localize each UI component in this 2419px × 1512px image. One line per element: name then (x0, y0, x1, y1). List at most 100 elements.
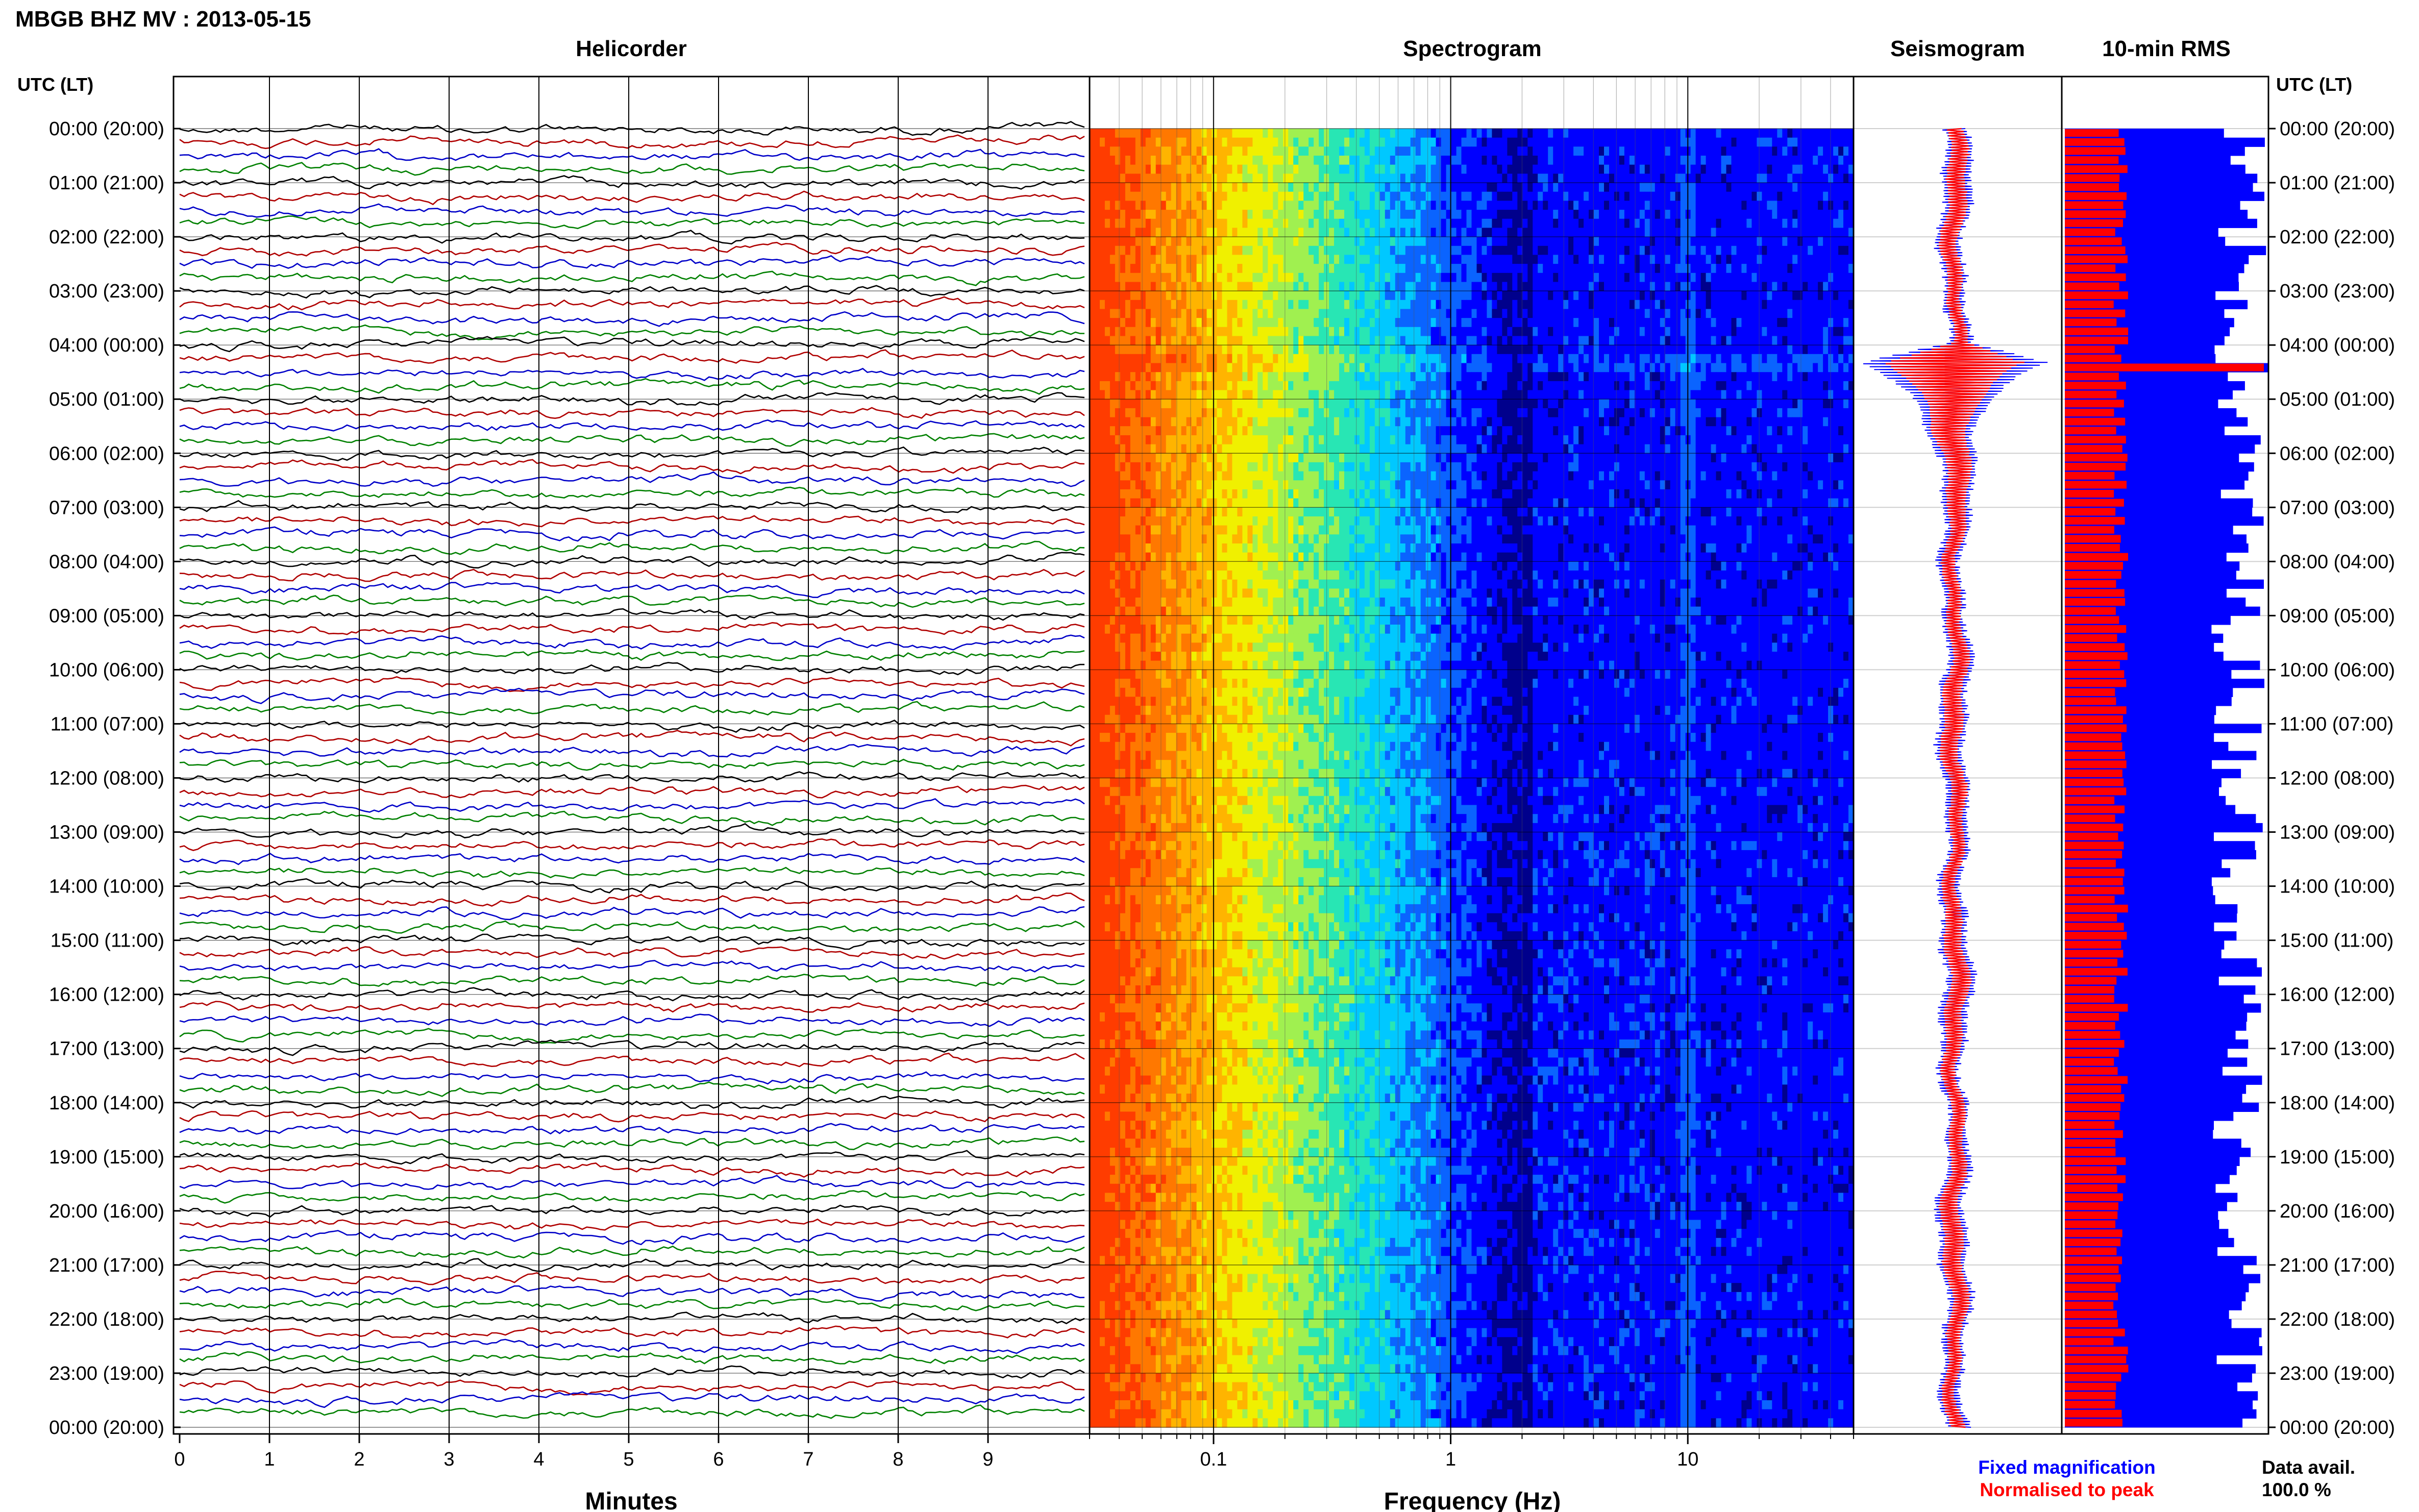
spectrogram-cell (1803, 363, 1808, 373)
spectrogram-cell (1533, 210, 1538, 219)
spectrogram-cell (1140, 173, 1146, 183)
spectrogram-cell (1584, 282, 1589, 291)
spectrogram-cell (1344, 354, 1350, 364)
spectrogram-cell (1201, 390, 1207, 400)
spectrogram-cell (1319, 228, 1324, 237)
spectrogram-cell (1584, 381, 1589, 391)
spectrogram-cell (1140, 390, 1146, 400)
spectrogram-cell (1823, 327, 1829, 337)
spectrogram-cell (1405, 255, 1411, 264)
spectrogram-cell (1548, 146, 1553, 156)
spectrogram-cell (1278, 164, 1283, 174)
spectrogram-cell (1843, 399, 1849, 409)
spectrogram-cell (1191, 156, 1197, 165)
spectrogram-cell (1232, 318, 1238, 328)
spectrogram-cell (1746, 255, 1752, 264)
spectrogram-cell (1430, 228, 1437, 237)
spectrogram-cell (1634, 291, 1640, 301)
helicorder-trace (179, 1081, 1085, 1097)
spectrogram-cell (1787, 156, 1793, 165)
spectrogram-cell (1476, 201, 1483, 210)
spectrogram-cell (1731, 183, 1737, 192)
spectrogram-cell (1090, 354, 1095, 364)
spectrogram-cell (1451, 272, 1457, 283)
spectrogram-cell (1344, 318, 1350, 328)
spectrogram-cell (1492, 173, 1497, 183)
spectrogram-cell (1227, 164, 1233, 174)
spectrogram-cell (1797, 282, 1803, 291)
spectrogram-cell (1670, 354, 1676, 364)
spectrogram-cell (1196, 381, 1202, 391)
spectrogram-cell (1634, 390, 1640, 400)
spectrogram-cell (1354, 156, 1360, 165)
spectrogram-cell (1624, 201, 1630, 210)
spectrogram-cell (1548, 345, 1553, 355)
spectrogram-cell (1379, 381, 1386, 391)
spectrogram-cell (1273, 354, 1278, 364)
spectrogram-cell (1741, 164, 1747, 174)
spectrogram-cell (1543, 210, 1548, 219)
spectrogram-cell (1848, 201, 1854, 210)
spectrogram-cell (1502, 255, 1508, 264)
spectrogram-cell (1395, 210, 1401, 219)
spectrogram-cell (1736, 264, 1742, 274)
spectrogram-cell (1206, 272, 1213, 283)
spectrogram-cell (1176, 164, 1182, 174)
spectrogram-cell (1369, 309, 1375, 318)
spectrogram-cell (1385, 164, 1391, 174)
spectrogram-cell (1660, 183, 1666, 192)
spectrogram-cell (1430, 210, 1437, 219)
spectrogram-cell (1309, 291, 1314, 301)
spectrogram-cell (1374, 183, 1380, 192)
spectrogram-cell (1090, 156, 1095, 165)
spectrogram-cell (1848, 191, 1854, 201)
spectrogram-cell (1339, 210, 1345, 219)
spectrogram-cell (1364, 210, 1370, 219)
spectrogram-cell (1109, 291, 1116, 301)
spectrogram-cell (1201, 201, 1207, 210)
spectrogram-cell (1252, 309, 1258, 318)
spectrogram-cell (1263, 282, 1268, 291)
spectrogram-cell (1599, 164, 1605, 174)
spectrogram-cell (1629, 129, 1635, 138)
spectrogram-cell (1349, 183, 1355, 192)
spectrogram-cell (1711, 272, 1717, 283)
spectrogram-cell (1212, 309, 1218, 318)
spectrogram-cell (1797, 399, 1803, 409)
spectrogram-cell (1166, 191, 1172, 201)
spectrogram-cell (1527, 245, 1533, 256)
spectrogram-cell (1721, 146, 1727, 156)
spectrogram-cell (1757, 381, 1762, 391)
spectrogram-cell (1278, 363, 1283, 373)
spectrogram-cell (1578, 264, 1584, 274)
spectrogram-cell (1166, 146, 1172, 156)
spectrogram-cell (1252, 291, 1258, 301)
spectrogram-cell (1573, 164, 1579, 174)
spectrogram-cell (1772, 237, 1778, 246)
spectrogram-cell (1390, 282, 1396, 291)
spectrogram-cell (1660, 408, 1666, 418)
spectrogram-cell (1609, 291, 1615, 301)
spectrogram-cell (1777, 210, 1783, 219)
spectrogram-cell (1614, 336, 1620, 345)
spectrogram-cell (1319, 201, 1324, 210)
spectrogram-cell (1120, 408, 1126, 418)
spectrogram-cell (1670, 156, 1676, 165)
spectrogram-cell (1818, 336, 1823, 345)
spectrogram-cell (1176, 137, 1182, 147)
spectrogram-cell (1487, 255, 1492, 264)
spectrogram-cell (1155, 300, 1162, 310)
helicorder-trace (179, 960, 1085, 973)
spectrogram-cell (1782, 245, 1788, 256)
spectrogram-cell (1558, 372, 1564, 382)
spectrogram-cell (1762, 390, 1767, 400)
spectrogram-cell (1461, 137, 1467, 147)
spectrogram-cell (1644, 245, 1650, 256)
spectrogram-cell (1196, 363, 1202, 373)
spectrogram-cell (1700, 282, 1707, 291)
spectrogram-cell (1354, 390, 1360, 400)
spectrogram-cell (1319, 183, 1324, 192)
spectrogram-cell (1441, 164, 1447, 174)
spectrogram-cell (1808, 201, 1813, 210)
spectrogram-cell (1430, 318, 1437, 328)
